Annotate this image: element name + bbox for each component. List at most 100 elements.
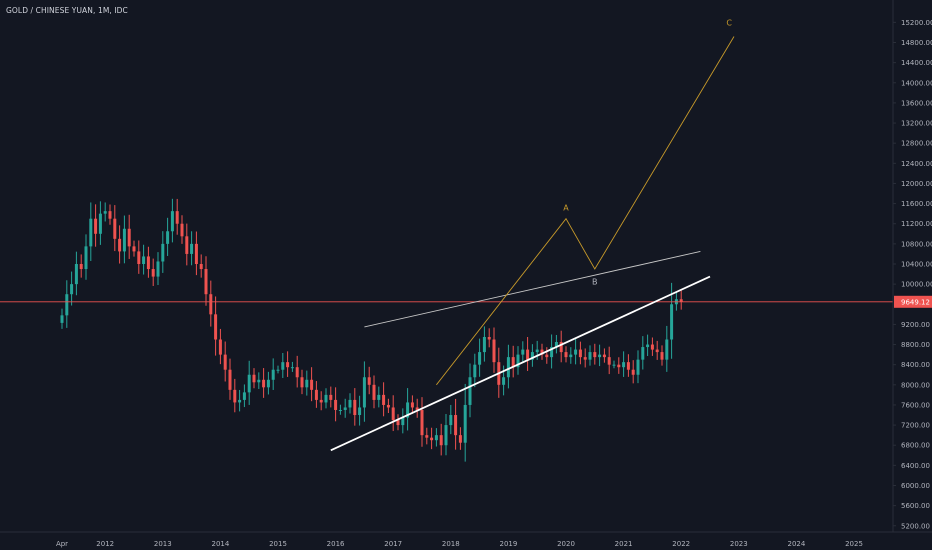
candle-body <box>516 354 520 368</box>
candle-body <box>492 339 496 363</box>
candle-body <box>338 409 342 411</box>
candle-body <box>396 420 400 426</box>
current-price-badge <box>894 295 932 308</box>
candle-body <box>377 394 381 400</box>
y-tick-label: 12000.00 <box>901 180 932 188</box>
y-tick-label: 5200.00 <box>901 522 930 530</box>
candle-body <box>487 336 491 340</box>
candle-body <box>641 347 645 360</box>
x-tick-label: 2022 <box>672 540 690 548</box>
candle-body <box>482 336 486 353</box>
y-tick-label: 10400.00 <box>901 260 932 268</box>
candle-body <box>506 357 510 378</box>
candle-body <box>660 352 664 360</box>
candle-body <box>199 263 203 270</box>
candle-body <box>530 352 534 360</box>
x-tick-label: 2025 <box>845 540 863 548</box>
candle-body <box>276 369 280 371</box>
candle-body <box>132 246 136 252</box>
y-tick-label: 11200.00 <box>901 220 932 228</box>
y-tick-label: 15200.00 <box>901 19 932 27</box>
candle-body <box>238 399 242 403</box>
candle-body <box>554 342 558 348</box>
candle-body <box>439 435 443 446</box>
candle-body <box>511 357 515 368</box>
y-tick-label: 11600.00 <box>901 200 932 208</box>
candle-body <box>290 367 294 369</box>
candle-body <box>151 269 155 277</box>
candles-layer <box>60 198 683 462</box>
candle-body <box>569 354 573 358</box>
candle-body <box>559 342 563 353</box>
candle-body <box>598 354 602 358</box>
candle-body <box>545 354 549 358</box>
candle-body <box>194 243 198 264</box>
candle-body <box>420 409 424 436</box>
candle-body <box>646 344 650 348</box>
candle-body <box>127 228 131 247</box>
candle-body <box>550 347 554 358</box>
candle-body <box>281 362 285 370</box>
candle-body <box>170 211 174 232</box>
y-tick-label: 6000.00 <box>901 482 930 490</box>
candle-body <box>454 415 458 436</box>
x-tick-label: 2016 <box>327 540 345 548</box>
current-price-label: 9649.12 <box>901 298 930 306</box>
y-tick-label: 13600.00 <box>901 99 932 107</box>
candle-body <box>665 339 669 360</box>
candle-body <box>242 392 246 400</box>
candle-body <box>362 377 366 408</box>
y-tick-label: 10000.00 <box>901 281 932 289</box>
candle-body <box>478 352 482 365</box>
candle-body <box>89 218 93 247</box>
candle-body <box>410 402 414 408</box>
candle-body <box>425 435 429 438</box>
candle-body <box>401 417 405 426</box>
support-trendline <box>330 275 711 452</box>
candle-body <box>146 256 150 270</box>
candle-body <box>74 263 78 285</box>
candle-body <box>622 362 626 368</box>
y-tick-label: 9200.00 <box>901 321 930 329</box>
candle-body <box>636 359 640 375</box>
candle-body <box>262 379 266 388</box>
y-tick-label: 6800.00 <box>901 442 930 450</box>
y-tick-label: 8000.00 <box>901 381 930 389</box>
candle-body <box>343 407 347 410</box>
candle-body <box>574 349 578 355</box>
wave-label-b: B <box>592 278 598 287</box>
candle-body <box>588 352 592 360</box>
candle-body <box>526 349 530 360</box>
candle-body <box>670 304 674 340</box>
candle-body <box>607 357 611 365</box>
candle-body <box>94 218 98 234</box>
y-tick-label: 8800.00 <box>901 341 930 349</box>
x-tick-label: 2017 <box>384 540 402 548</box>
candle-body <box>650 344 654 350</box>
candle-body <box>142 256 146 264</box>
candle-body <box>113 218 117 239</box>
candle-body <box>367 377 371 385</box>
candle-body <box>386 404 390 408</box>
x-tick-label: 2014 <box>211 540 229 548</box>
candle-body <box>214 314 218 340</box>
candle-body <box>314 389 318 400</box>
candle-body <box>617 364 621 368</box>
candle-body <box>166 231 170 244</box>
y-tick-label: 12800.00 <box>901 140 932 148</box>
wave-projection <box>436 36 735 386</box>
candle-body <box>329 394 333 400</box>
wave-label-a: A <box>563 204 569 213</box>
y-tick-label: 7600.00 <box>901 401 930 409</box>
candle-body <box>679 299 683 302</box>
y-tick-label: 8400.00 <box>901 361 930 369</box>
candle-body <box>358 407 362 416</box>
y-tick-label: 7200.00 <box>901 422 930 430</box>
candle-body <box>473 364 477 378</box>
candle-body <box>204 269 208 295</box>
candle-body <box>502 377 506 385</box>
candle-body <box>84 246 88 270</box>
candle-body <box>602 354 606 358</box>
y-tick-label: 14400.00 <box>901 59 932 67</box>
